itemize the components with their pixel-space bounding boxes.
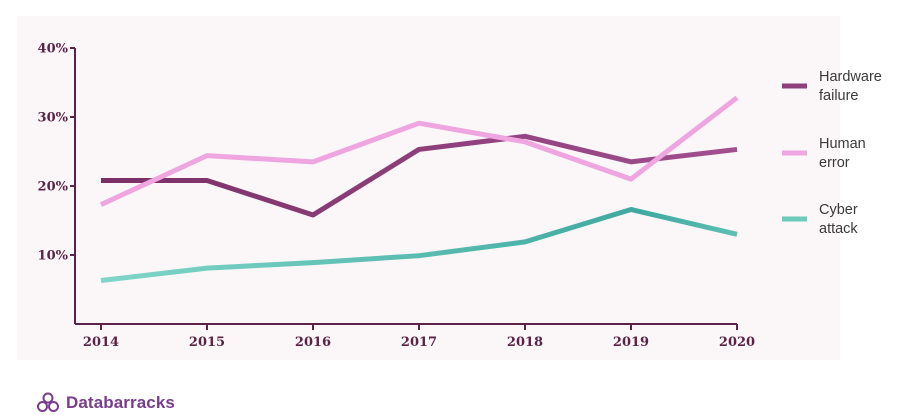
brand: Databarracks <box>36 392 175 414</box>
legend-label: Human <box>819 136 866 152</box>
x-tick-label: 2015 <box>189 335 225 350</box>
brand-name: Databarracks <box>66 393 175 412</box>
series-layer <box>99 95 739 284</box>
legend-label: failure <box>819 88 859 104</box>
y-tick-label: 30% <box>38 111 69 126</box>
series-line-hardware-failure <box>101 133 738 218</box>
legend: Hardware failure Human error Cyber attack <box>782 69 882 237</box>
x-tick-label: 2014 <box>83 335 119 350</box>
legend-label: Hardware <box>819 69 882 85</box>
series-line-human-error <box>99 95 739 207</box>
chart-panel <box>17 16 840 360</box>
x-tick-label: 2018 <box>507 335 543 350</box>
legend-label: attack <box>819 221 858 237</box>
x-tick-label: 2016 <box>295 335 331 350</box>
y-tick-label: 20% <box>38 180 69 195</box>
x-tick-label: 2019 <box>613 335 649 350</box>
x-tick-label: 2020 <box>719 335 755 350</box>
flower-logo-icon <box>37 392 59 412</box>
series-line-cyber-attack <box>100 206 738 284</box>
axes: 10% 20% 30% 40% 2014 2015 2016 2017 2018 2019 2020 <box>38 42 756 351</box>
x-tick-label: 2017 <box>401 335 437 350</box>
y-tick-label: 40% <box>38 42 69 57</box>
legend-label: error <box>819 155 850 171</box>
y-tick-label: 10% <box>38 249 69 264</box>
legend-label: Cyber <box>819 202 858 218</box>
